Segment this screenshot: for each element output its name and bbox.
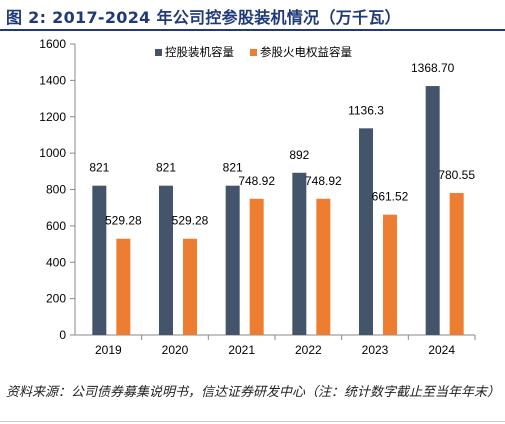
bar-holding-2019 — [92, 185, 107, 335]
y-tick-label: 1600 — [39, 37, 66, 51]
data-label: 821 — [89, 161, 109, 175]
data-label: 529.28 — [105, 214, 142, 228]
bar-holding-2020 — [159, 185, 173, 335]
data-label: 892 — [289, 148, 309, 162]
bar-holding-2022 — [292, 172, 307, 335]
legend-label: 控股装机容量 — [165, 45, 234, 59]
bar-holding-2024 — [425, 86, 440, 335]
bar-equity-2024 — [449, 193, 464, 335]
bar-equity-2019 — [116, 238, 131, 335]
bar-equity-2023 — [383, 214, 397, 335]
data-label: 1136.3 — [348, 103, 384, 117]
bar-holding-2023 — [359, 128, 373, 335]
data-label: 529.28 — [172, 214, 209, 228]
y-tick-label: 800 — [46, 183, 66, 197]
x-tick-label: 2021 — [228, 343, 255, 357]
bar-equity-2021 — [249, 198, 264, 335]
x-tick-label: 2022 — [295, 343, 322, 357]
y-tick-label: 1400 — [39, 73, 66, 87]
data-label: 821 — [156, 161, 176, 175]
legend-label: 参股火电权益容量 — [260, 45, 352, 59]
y-tick-label: 200 — [46, 292, 66, 306]
data-label: 748.92 — [238, 174, 275, 188]
bar-equity-2020 — [183, 238, 197, 335]
data-label: 661.52 — [372, 190, 409, 204]
source-note: 资料来源：公司债券募集说明书，信达证券研发中心（注：统计数字截止至当年年末） — [6, 385, 501, 400]
x-tick-label: 2024 — [428, 343, 455, 357]
x-tick-label: 2020 — [162, 343, 189, 357]
data-label: 748.92 — [305, 174, 342, 188]
y-tick-label: 1000 — [39, 146, 66, 160]
page-title: 图 2: 2017-2024 年公司控参股装机情况（万千瓦） — [6, 8, 401, 27]
title-bar: 图 2: 2017-2024 年公司控参股装机情况（万千瓦） — [0, 0, 505, 31]
legend-swatch — [155, 49, 162, 56]
x-tick-label: 2023 — [362, 343, 389, 357]
bar-equity-2022 — [316, 198, 331, 335]
y-tick-label: 1200 — [39, 110, 66, 124]
y-tick-label: 600 — [46, 219, 66, 233]
title-divider — [0, 29, 505, 31]
x-tick-label: 2019 — [95, 343, 122, 357]
data-label: 1368.70 — [411, 61, 455, 75]
y-tick-label: 400 — [46, 255, 66, 269]
data-label: 780.55 — [438, 168, 475, 182]
bottom-divider — [0, 421, 505, 422]
y-tick-label: 0 — [59, 328, 66, 342]
bar-chart: 0 200 400 600 800 1000 1200 1400 1600 2019 821 529.… — [39, 37, 476, 357]
data-label: 821 — [223, 161, 243, 175]
legend-swatch — [250, 49, 257, 56]
bar-holding-2021 — [225, 185, 240, 335]
